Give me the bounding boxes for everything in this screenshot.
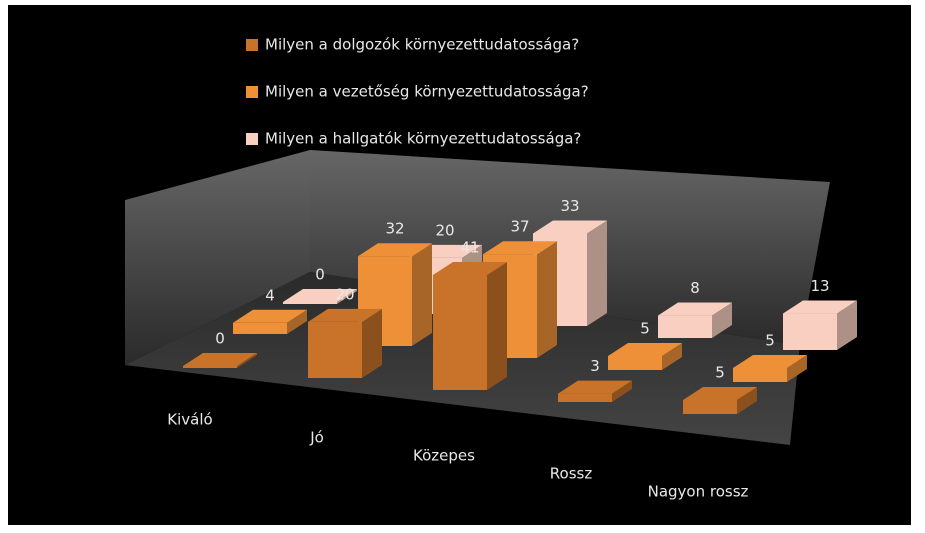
bar	[283, 289, 357, 304]
bar	[433, 262, 507, 390]
legend: Milyen a dolgozók környezettudatossága? M…	[246, 36, 589, 148]
bar-side	[287, 309, 307, 334]
bar-front	[308, 321, 362, 378]
bar-side	[487, 262, 507, 390]
data-label: 32	[385, 220, 404, 238]
bar-top	[683, 386, 757, 400]
bar-side	[237, 353, 257, 368]
legend-label: Milyen a dolgozók környezettudatossága?	[265, 36, 579, 54]
bar-top	[233, 309, 307, 323]
bar-top	[433, 262, 507, 275]
legend-swatch	[246, 39, 258, 51]
bar	[733, 354, 807, 382]
bar-top	[533, 220, 607, 234]
bars: 0 20 33 8 13 4 32 37 5 5 0 20 41 3 5 Kiváló Jó Közepes Ros…	[167, 197, 857, 501]
bar-top	[608, 342, 682, 356]
category-label: Kiváló	[167, 411, 212, 429]
bar-front	[433, 275, 487, 390]
side-wall	[125, 150, 310, 365]
bar	[783, 300, 857, 350]
bar-side	[737, 386, 757, 414]
bar	[558, 380, 632, 402]
data-label: 0	[215, 330, 225, 348]
data-label: 5	[640, 319, 650, 337]
data-label: 4	[265, 286, 275, 304]
bar-front	[558, 393, 612, 402]
bar-side	[787, 354, 807, 382]
data-label: 8	[690, 279, 700, 297]
bar-front	[783, 313, 837, 350]
bar-side	[837, 300, 857, 350]
data-label: 5	[765, 331, 775, 349]
data-label: 41	[460, 239, 479, 257]
data-label: 13	[810, 277, 829, 295]
bar-front	[733, 367, 787, 382]
bar-top	[308, 308, 382, 322]
legend-label: Milyen a hallgatók környezettudatossága?	[265, 130, 581, 148]
category-label: Rossz	[550, 465, 593, 483]
bar-side	[612, 380, 632, 402]
bar-top	[483, 241, 557, 255]
category-label: Nagyon rossz	[648, 483, 749, 501]
legend-label: Milyen a vezetőség környezettudatossága?	[265, 83, 589, 101]
bar	[233, 309, 307, 334]
data-label: 33	[560, 197, 579, 215]
data-label: 5	[715, 363, 725, 381]
data-label: 37	[510, 218, 529, 236]
bar-front	[608, 355, 662, 370]
bar-top	[733, 354, 807, 368]
bar-top	[183, 353, 257, 366]
bar-top	[358, 243, 432, 257]
bar-side	[712, 302, 732, 338]
bar-top	[283, 289, 357, 302]
bar-top	[558, 380, 632, 394]
bar	[183, 353, 257, 368]
bar-side	[537, 241, 557, 358]
bar-side	[362, 308, 382, 378]
bar-side	[412, 243, 432, 346]
data-label: 0	[315, 266, 325, 284]
bar-front	[183, 366, 237, 368]
bar	[608, 342, 682, 370]
bar	[683, 386, 757, 414]
bar-side	[662, 342, 682, 370]
bar-side	[337, 289, 357, 304]
bar	[658, 302, 732, 338]
legend-swatch	[246, 133, 258, 145]
legend-swatch	[246, 86, 258, 98]
bar-front	[233, 322, 287, 334]
category-label: Jó	[309, 429, 324, 447]
bar-front	[658, 315, 712, 338]
bar-top	[783, 300, 857, 314]
category-label: Közepes	[413, 447, 475, 465]
data-label: 3	[590, 357, 600, 375]
bar	[308, 308, 382, 378]
data-label: 20	[435, 221, 454, 239]
bar-front	[683, 399, 737, 414]
bar-side	[587, 220, 607, 326]
data-label: 20	[335, 285, 354, 303]
bar-top	[658, 302, 732, 316]
bar-front	[283, 302, 337, 304]
